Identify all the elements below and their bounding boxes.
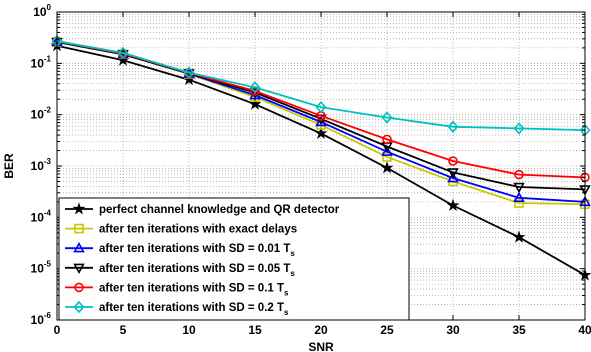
data-point [513,122,525,135]
data-point [248,97,262,110]
legend-label: perfect channel knowledge and QR detecto… [99,204,340,216]
data-point [381,145,393,156]
data-point [513,182,525,194]
y-tick-base: 10 [31,313,45,327]
x-axis-label: SNR [308,340,334,352]
legend-marker [73,263,85,275]
y-tick-exponent: -6 [44,311,52,320]
y-tick-base: 10 [31,56,45,70]
legend-item: after ten iterations with SD = 0.05 Ts [65,263,295,278]
y-tick-base: 10 [31,210,45,224]
legend-marker [73,241,85,253]
data-point [380,161,394,174]
series-line [56,40,586,132]
data-point [448,156,458,166]
legend-label: after ten iterations with SD = 0.01 Ts [99,243,295,258]
legend-marker [73,300,85,314]
y-tick-label: 100 [33,3,51,19]
data-point [447,171,459,183]
legend-item: after ten iterations with SD = 0.01 Ts [65,241,295,258]
y-tick-exponent: -1 [44,54,52,63]
y-axis-label: BER [2,153,16,179]
data-point [447,120,459,134]
data-point [315,115,327,127]
legend-label-text: after ten iterations with SD = 0.2 T [99,302,284,314]
data-point [447,168,459,179]
legend-label: after ten iterations with exact delays [99,224,297,236]
legend-label-subscript: s [290,269,295,278]
y-tick-label: 10-6 [31,311,52,327]
data-point [315,100,327,114]
data-point [183,66,195,79]
x-tick-label: 35 [512,323,526,337]
legend-item: perfect channel knowledge and QR detecto… [65,202,340,216]
legend-item: after ten iterations with exact delays [65,224,297,236]
legend-marker [72,202,86,215]
y-tick-exponent: -5 [44,260,52,269]
y-tick-label: 10-5 [31,260,52,276]
y-tick-base: 10 [33,5,47,19]
x-tick-label: 0 [54,323,61,337]
data-point [512,230,526,243]
y-tick-label: 10-3 [31,157,52,173]
data-point [382,152,392,162]
legend-label-text: perfect channel knowledge and QR detecto… [99,204,340,216]
legend: perfect channel knowledge and QR detecto… [58,197,410,321]
legend-label-text: after ten iterations with SD = 0.01 T [99,243,290,255]
y-tick-exponent: -3 [44,157,52,166]
legend-label-text: after ten iterations with exact delays [99,224,297,236]
legend-item: after ten iterations with SD = 0.2 Ts [65,300,289,317]
legend-label: after ten iterations with SD = 0.05 Ts [99,263,295,278]
data-point [381,111,393,124]
x-tick-labels: 0 5 10 15 20 25 30 35 40 [54,323,591,337]
y-tick-exponent: -2 [44,106,52,115]
legend-label-text: after ten iterations with SD = 0.1 T [99,282,284,294]
data-point [382,134,392,145]
series-6 [51,34,591,137]
legend-label-subscript: s [284,288,289,297]
y-tick-base: 10 [31,159,45,173]
y-tick-label: 10-2 [31,106,52,122]
legend-marker [74,223,84,234]
data-point [513,191,525,203]
x-tick-label: 5 [120,323,127,337]
legend-label-text: after ten iterations with SD = 0.05 T [99,263,290,275]
legend-box [58,197,410,321]
data-point [514,169,524,180]
x-tick-label: 30 [446,323,460,337]
y-tick-exponent: -4 [44,208,52,217]
data-point [446,198,460,212]
legend-label: after ten iterations with SD = 0.1 Ts [99,282,289,297]
x-tick-label: 20 [314,323,328,337]
x-tick-label: 10 [182,323,196,337]
legend-marker [74,282,84,293]
data-point [314,126,328,139]
data-point [117,46,129,60]
data-point [249,88,261,99]
series-layer [50,34,591,281]
legend-label-subscript: s [290,249,295,258]
legend-label-subscript: s [284,308,289,317]
data-point [249,81,261,94]
legend-item: after ten iterations with SD = 0.1 Ts [65,282,289,297]
x-tick-label: 25 [380,323,394,337]
y-tick-label: 10-4 [31,208,52,224]
y-tick-base: 10 [31,108,45,122]
x-tick-label: 40 [578,323,591,337]
data-point [514,198,524,208]
x-tick-label: 15 [248,323,262,337]
y-tick-base: 10 [31,262,45,276]
legend-label: after ten iterations with SD = 0.2 Ts [99,302,289,317]
y-tick-label: 10-1 [31,54,52,70]
y-tick-exponent: 0 [47,3,52,12]
